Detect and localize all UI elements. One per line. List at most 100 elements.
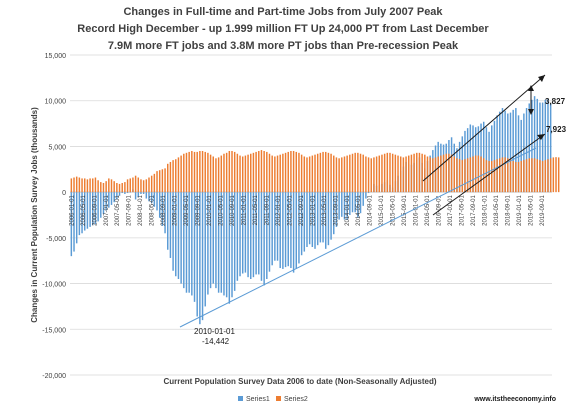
series2-bar (110, 179, 113, 193)
series1-bar (225, 192, 228, 298)
series1-bar (539, 102, 541, 193)
series2-bar (108, 178, 110, 193)
series2-bar (215, 158, 217, 193)
series1-bar (525, 108, 528, 193)
series2-bar (244, 155, 247, 193)
series2-bar (410, 154, 413, 193)
series2-bar (132, 177, 134, 193)
x-tick-label: 2013-05-01 (322, 194, 328, 225)
series1-bar (322, 192, 324, 243)
series1-bar (105, 192, 107, 211)
series2-bar (367, 157, 370, 193)
series1-bar (124, 192, 126, 194)
series1-bar (507, 113, 509, 193)
series2-bar (284, 152, 287, 193)
series1-bar (308, 192, 311, 245)
trend-lines (179, 74, 546, 328)
series1-bar (223, 192, 225, 296)
x-tick-label: 2009-05-01 (184, 194, 190, 225)
series1-bar (250, 192, 252, 279)
series2-bar (196, 151, 198, 193)
series2-bar (547, 159, 549, 193)
series1-bar (292, 192, 295, 273)
series2-bar (150, 175, 153, 193)
series2-bar (391, 153, 394, 193)
series2-bar (212, 156, 214, 193)
annotation-min-date: 2010-01-01 (194, 327, 235, 336)
series2-bar (319, 152, 322, 193)
x-tick-label: 2006-09-01 (92, 194, 98, 225)
series2-bar (383, 153, 386, 193)
x-tick-label: 2008-05-01 (150, 194, 156, 225)
series2-bar (94, 177, 97, 193)
series2-bar (274, 156, 276, 193)
series2-bar (185, 152, 188, 193)
annotation-min-value: -14,442 (202, 337, 230, 346)
series2-bar (520, 161, 522, 193)
series1-bar (233, 192, 236, 291)
series2-bar (354, 152, 356, 193)
series2-bar (183, 153, 185, 193)
series1-bar (75, 192, 78, 244)
series1-bar (188, 192, 190, 293)
series1-bar (260, 192, 263, 281)
series2-bar (303, 156, 306, 193)
series2-bar (399, 156, 402, 193)
series2-bar (260, 150, 263, 193)
series2-bar (330, 153, 332, 193)
series2-bar (536, 159, 539, 193)
series1-bar (485, 127, 488, 193)
series1-bar (142, 192, 145, 194)
series2-bar (426, 156, 429, 193)
series1-bar (284, 192, 287, 268)
series2-bar (282, 153, 284, 193)
series1-bar (196, 192, 198, 317)
series2-bar (464, 159, 466, 193)
series2-bar (276, 155, 279, 193)
x-tick-label: 2016-01-01 (414, 194, 420, 225)
x-tick-label: 2015-05-01 (391, 194, 397, 225)
series1-bar (191, 192, 193, 296)
series2-bar (252, 152, 255, 193)
series2-bar (482, 158, 485, 193)
legend-label-series1: Series1 (246, 396, 270, 403)
series1-bar (212, 192, 214, 284)
series2-bar (233, 151, 236, 193)
y-tick-label: 15,000 (45, 53, 67, 60)
series1-bar (531, 99, 533, 193)
series1-bar (316, 192, 319, 246)
gridlines (70, 54, 552, 376)
series2-bar (346, 155, 348, 193)
series1-bar (207, 192, 209, 295)
series2-bar (137, 177, 140, 193)
series1-bar (70, 192, 73, 257)
series2-bar (268, 153, 271, 193)
series2-bar (389, 152, 391, 193)
series2-bar (193, 151, 196, 193)
series1-bar (499, 111, 501, 193)
series1-bar (547, 98, 549, 193)
series1-bar (231, 192, 233, 298)
series1-bar (501, 108, 504, 193)
series2-bar (209, 154, 212, 193)
series2-bar (124, 182, 126, 193)
x-tick-label: 2019-05-01 (528, 194, 534, 225)
series1-bar (156, 192, 158, 211)
series2-bar (557, 157, 560, 193)
x-tick-label: 2016-05-01 (425, 194, 431, 225)
series2-bar (298, 152, 300, 193)
series1-bar (327, 192, 330, 246)
credit-text: www.itstheeconomy.info (473, 396, 556, 403)
series1-bar (367, 192, 370, 194)
series1-bar (298, 192, 300, 264)
series2-bar (89, 178, 91, 193)
x-tick-label: 2017-05-01 (460, 194, 466, 225)
series2-bar (375, 156, 378, 193)
series1-bar (134, 192, 137, 200)
x-tick-label: 2014-01-01 (345, 194, 351, 225)
lower-arrow-head (537, 134, 545, 140)
series2-bar (509, 159, 512, 193)
series2-bar (525, 159, 528, 193)
x-tick-label: 2006-01-01 (69, 194, 75, 225)
series2-bar (81, 178, 83, 193)
